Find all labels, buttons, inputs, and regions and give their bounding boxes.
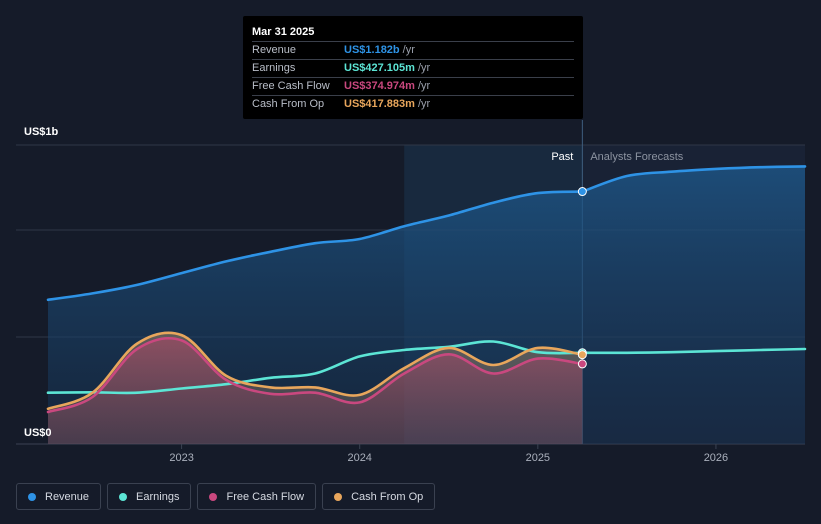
earnings-forecast-line xyxy=(581,347,807,355)
revenue-point[interactable] xyxy=(577,187,587,197)
legend-label: Earnings xyxy=(136,490,180,503)
revenue-area xyxy=(48,166,805,444)
tooltip-row-cash-from-op: Cash From Op US$417.883m/yr xyxy=(252,95,574,113)
x-tick-label: 2024 xyxy=(347,452,371,464)
x-tick-label: 2023 xyxy=(169,452,193,464)
legend-item-earnings[interactable]: Earnings xyxy=(107,483,192,510)
tooltip-label: Earnings xyxy=(252,62,296,74)
legend-item-cash-from-op[interactable]: Cash From Op xyxy=(322,483,436,510)
legend-item-free-cash-flow[interactable]: Free Cash Flow xyxy=(197,483,317,510)
legend: Revenue Earnings Free Cash Flow Cash From O… xyxy=(16,483,436,510)
cash-from-op-line xyxy=(46,331,584,411)
revenue-forecast-line xyxy=(581,165,807,193)
tooltip-date: Mar 31 2025 xyxy=(252,26,315,38)
legend-label: Free Cash Flow xyxy=(226,490,305,503)
tooltip-label: Revenue xyxy=(252,44,297,56)
tooltip-value: US$374.974m xyxy=(344,80,415,92)
forecast-label: Analysts Forecasts xyxy=(590,151,683,163)
cash-from-op-point[interactable] xyxy=(577,350,587,360)
x-tick-label: 2026 xyxy=(704,452,728,464)
tooltip-unit: /yr xyxy=(417,98,431,110)
x-tick-label: 2025 xyxy=(526,452,550,464)
legend-label: Cash From Op xyxy=(351,490,424,503)
legend-dot-icon xyxy=(209,492,218,501)
tooltip-value: US$427.105m xyxy=(344,62,415,74)
tooltip-unit: /yr xyxy=(417,80,431,92)
legend-dot-icon xyxy=(28,492,36,501)
y-tick-label: US$1b xyxy=(24,126,59,138)
tooltip-label: Free Cash Flow xyxy=(252,80,330,92)
legend-dot-icon xyxy=(119,492,128,501)
legend-item-revenue[interactable]: Revenue xyxy=(16,483,102,510)
free-cash-flow-line xyxy=(46,336,584,414)
tooltip: Mar 31 2025 Revenue US$1.182b/yr Earnings U… xyxy=(243,16,583,119)
free-cash-flow-area xyxy=(48,338,583,444)
legend-label: Revenue xyxy=(45,490,90,503)
tooltip-label: Cash From Op xyxy=(252,98,325,110)
tooltip-row-revenue: Revenue US$1.182b/yr xyxy=(252,41,574,59)
tooltip-unit: /yr xyxy=(417,62,431,74)
free-cash-flow-point[interactable] xyxy=(577,359,587,369)
past-label: Past xyxy=(551,151,573,163)
legend-dot-icon xyxy=(334,492,343,501)
tooltip-value: US$417.883m xyxy=(344,98,415,110)
y-tick-label: US$0 xyxy=(24,427,52,439)
revenue-line xyxy=(46,190,584,302)
tooltip-row-earnings: Earnings US$427.105m/yr xyxy=(252,59,574,77)
tooltip-row-free-cash-flow: Free Cash Flow US$374.974m/yr xyxy=(252,77,574,95)
tooltip-value: US$1.182b xyxy=(344,44,400,56)
tooltip-unit: /yr xyxy=(402,44,415,56)
earnings-line xyxy=(46,340,584,395)
